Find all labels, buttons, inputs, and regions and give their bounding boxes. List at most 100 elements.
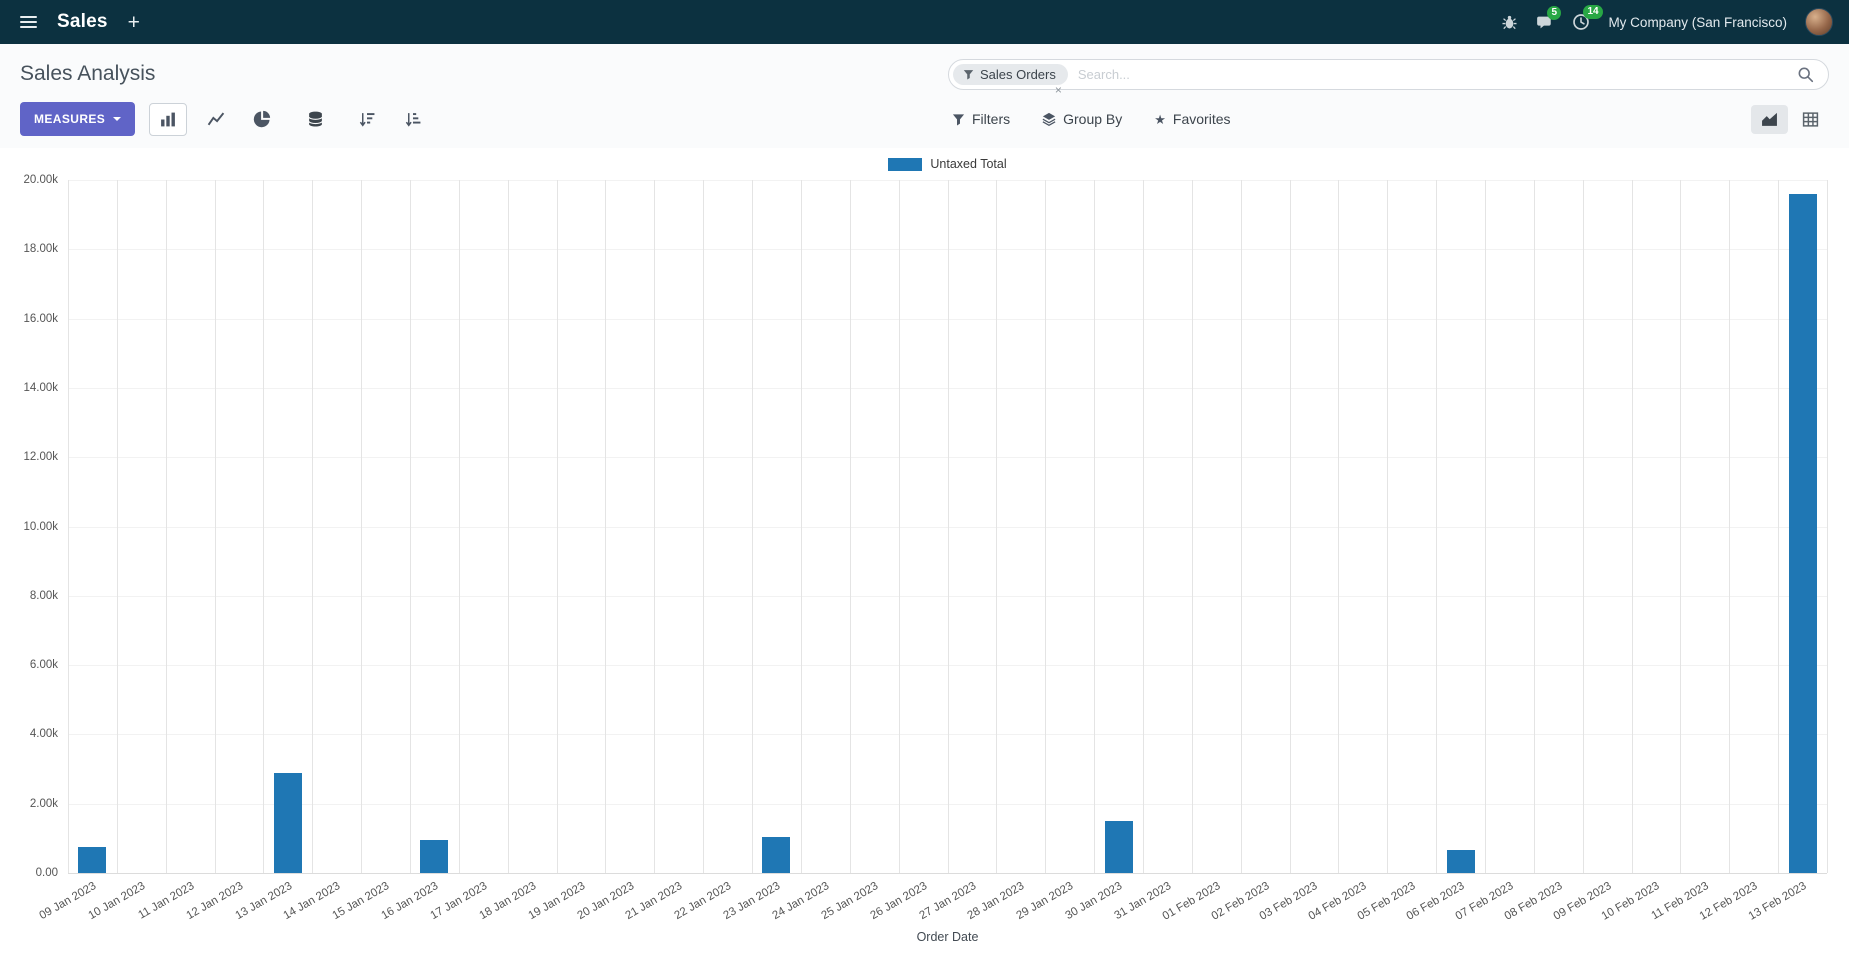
- user-avatar[interactable]: [1805, 8, 1833, 36]
- legend-swatch: [888, 157, 923, 171]
- y-tick-label: 6.00k: [29, 659, 58, 672]
- v-gridline: [214, 180, 216, 873]
- y-tick-label: 4.00k: [29, 728, 58, 741]
- group-by-button[interactable]: Group By: [1042, 111, 1122, 127]
- chart-bar[interactable]: [1446, 850, 1475, 873]
- line-chart-button[interactable]: [193, 105, 239, 134]
- apps-menu-icon[interactable]: [16, 12, 41, 32]
- v-gridline: [1533, 180, 1535, 873]
- v-gridline: [116, 180, 118, 873]
- v-gridline: [1289, 180, 1291, 873]
- y-tick-label: 18.00k: [23, 243, 58, 256]
- activities-count-badge: 14: [1583, 5, 1603, 19]
- v-gridline: [703, 180, 705, 873]
- y-tick-label: 12.00k: [23, 451, 58, 464]
- chart-bar[interactable]: [420, 840, 449, 873]
- filters-label: Filters: [972, 111, 1011, 127]
- bar-chart-view-button[interactable]: [149, 102, 188, 136]
- y-tick-label: 10.00k: [23, 520, 58, 533]
- control-panel: Sales Analysis Sales Orders × MEASURES: [0, 44, 1849, 148]
- v-gridline: [1582, 180, 1584, 873]
- sort-ascending-icon: [406, 112, 421, 127]
- v-gridline: [410, 180, 412, 873]
- stacked-toggle-button[interactable]: [293, 104, 338, 134]
- v-gridline: [752, 180, 754, 873]
- v-gridline: [1778, 180, 1780, 873]
- activities-clock-icon[interactable]: 14: [1572, 5, 1603, 31]
- area-chart-icon: [1762, 112, 1777, 126]
- favorites-label: Favorites: [1172, 111, 1231, 127]
- chart-legend[interactable]: Untaxed Total: [68, 148, 1827, 180]
- view-switcher-graph[interactable]: [1751, 104, 1788, 134]
- v-gridline: [1729, 180, 1731, 873]
- v-gridline: [654, 180, 656, 873]
- v-gridline: [1827, 180, 1828, 873]
- top-nav: Sales + 5 14 My Company (San Francisco): [0, 0, 1849, 44]
- sort-descending-button[interactable]: [344, 105, 390, 134]
- stacked-database-icon: [308, 111, 323, 127]
- debug-bug-icon[interactable]: [1501, 14, 1518, 31]
- messages-icon[interactable]: 5: [1536, 5, 1561, 31]
- y-tick-label: 0.00: [35, 867, 58, 879]
- sort-descending-icon: [360, 112, 375, 127]
- v-gridline: [1338, 180, 1340, 873]
- facet-remove-icon[interactable]: ×: [1054, 82, 1062, 97]
- search-button[interactable]: [1787, 62, 1824, 87]
- app-name[interactable]: Sales: [57, 11, 108, 32]
- favorites-button[interactable]: ★ Favorites: [1154, 111, 1230, 127]
- chart-bar[interactable]: [762, 836, 791, 873]
- star-icon: ★: [1154, 111, 1166, 127]
- pie-chart-icon: [254, 110, 271, 128]
- search-facet-label: Sales Orders: [980, 66, 1056, 82]
- group-by-layers-icon: [1042, 112, 1056, 126]
- v-gridline: [1680, 180, 1682, 873]
- v-gridline: [263, 180, 265, 873]
- chart-plot-area: 0.00 2.00k 4.00k 6.00k 8.00k 10.00k 12.00k 14.0…: [23, 174, 1828, 923]
- chart-bar[interactable]: [1788, 193, 1817, 873]
- filter-funnel-icon: [963, 69, 974, 80]
- sort-ascending-button[interactable]: [390, 105, 436, 134]
- y-tick-label: 2.00k: [29, 797, 58, 810]
- measures-button[interactable]: MEASURES: [20, 102, 136, 136]
- filters-button[interactable]: Filters: [952, 111, 1010, 127]
- search-bar[interactable]: Sales Orders ×: [948, 58, 1829, 96]
- graph-view: Untaxed Total 0.00 2.00k 4.00k 6.00k 8.00k 10…: [0, 148, 1849, 952]
- y-tick-label: 16.00k: [23, 312, 58, 325]
- y-tick-label: 20.00k: [23, 174, 58, 186]
- v-gridline: [1094, 180, 1096, 873]
- v-gridline: [68, 180, 69, 873]
- legend-label: Untaxed Total: [930, 157, 1007, 171]
- v-gridline: [1631, 180, 1633, 873]
- v-gridline: [996, 180, 998, 873]
- chevron-down-icon: [113, 117, 122, 121]
- messages-count-badge: 5: [1547, 5, 1561, 20]
- v-gridline: [1436, 180, 1438, 873]
- search-input[interactable]: [1067, 66, 1787, 82]
- v-gridline: [898, 180, 900, 873]
- company-switcher[interactable]: My Company (San Francisco): [1608, 14, 1787, 30]
- plus-icon[interactable]: +: [127, 10, 140, 34]
- view-switcher-pivot[interactable]: [1792, 105, 1829, 134]
- v-gridline: [1142, 180, 1144, 873]
- measures-label: MEASURES: [34, 112, 106, 126]
- filters-funnel-icon: [952, 113, 965, 125]
- x-axis-title: Order Date: [916, 930, 979, 944]
- search-facet-sales-orders[interactable]: Sales Orders ×: [953, 63, 1068, 96]
- v-gridline: [361, 180, 363, 873]
- v-gridline: [507, 180, 509, 873]
- v-gridline: [1045, 180, 1047, 873]
- bar-chart-icon: [161, 112, 176, 126]
- v-gridline: [165, 180, 167, 873]
- pie-chart-button[interactable]: [239, 104, 285, 134]
- chart-bar[interactable]: [273, 772, 302, 873]
- page-title: Sales Analysis: [20, 62, 156, 85]
- v-gridline: [605, 180, 607, 873]
- v-gridline: [458, 180, 460, 873]
- v-gridline: [849, 180, 851, 873]
- y-tick-label: 8.00k: [29, 589, 58, 602]
- chart-bar[interactable]: [78, 847, 107, 873]
- v-gridline: [1484, 180, 1486, 873]
- line-chart-icon: [207, 112, 225, 125]
- v-gridline: [1240, 180, 1242, 873]
- chart-bar[interactable]: [1104, 821, 1133, 873]
